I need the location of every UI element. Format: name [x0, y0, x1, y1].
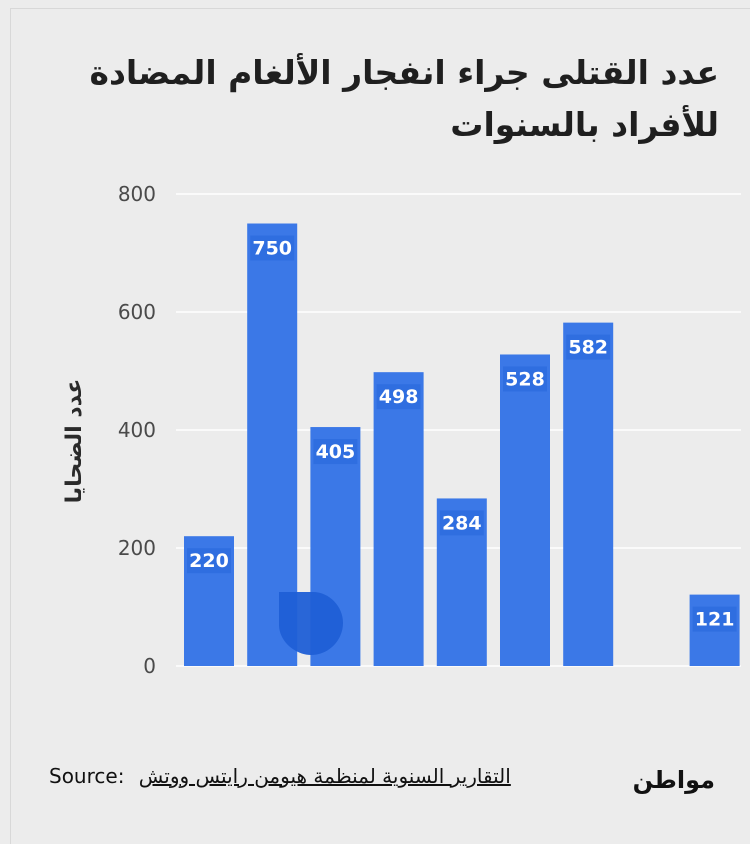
value-label-bg: [692, 606, 737, 632]
source-label: Source:: [49, 764, 125, 788]
value-label: 498: [379, 386, 419, 408]
bars: [184, 223, 740, 666]
value-label: 750: [252, 238, 292, 260]
source-link[interactable]: التقارير السنوية لمنظمة هيومن رايتس ووتش: [138, 764, 511, 788]
bar[interactable]: [500, 354, 550, 666]
value-label-bg: [439, 510, 484, 536]
y-tick-label: 0: [143, 654, 156, 678]
y-tick-label: 400: [118, 418, 156, 442]
value-label-bg: [250, 235, 295, 261]
chart-card: عدد القتلى جراء انفجار الألغام المضادة ل…: [10, 8, 750, 844]
value-label: 582: [568, 337, 608, 359]
y-tick-label: 600: [118, 300, 156, 324]
source-footer: Source: التقارير السنوية لمنظمة هيومن را…: [49, 764, 511, 788]
bar[interactable]: [373, 372, 424, 666]
y-axis-ticks: 0 200 400 600 800: [118, 182, 156, 678]
y-tick-label: 800: [118, 182, 156, 206]
value-label: 405: [316, 441, 356, 463]
value-label-bg: [313, 439, 358, 465]
value-label-bg: [187, 548, 231, 574]
value-label: 528: [505, 368, 545, 390]
chart-title: عدد القتلى جراء انفجار الألغام المضادة ل…: [89, 53, 719, 144]
value-label: 220: [189, 550, 229, 572]
value-label-bg: [566, 334, 611, 360]
brand-logo: مواطن: [632, 766, 715, 794]
bar[interactable]: [563, 322, 614, 666]
value-label-bg: [376, 384, 421, 410]
watermark-logo-mark: [279, 592, 343, 655]
value-label: 121: [695, 609, 735, 631]
value-label: 284: [442, 512, 482, 534]
y-axis-label: عدد الضحايا: [62, 379, 87, 504]
value-label-bg: [503, 366, 547, 392]
value-labels: 22075040549828452858212149: [187, 235, 737, 632]
y-tick-label: 200: [118, 536, 156, 560]
